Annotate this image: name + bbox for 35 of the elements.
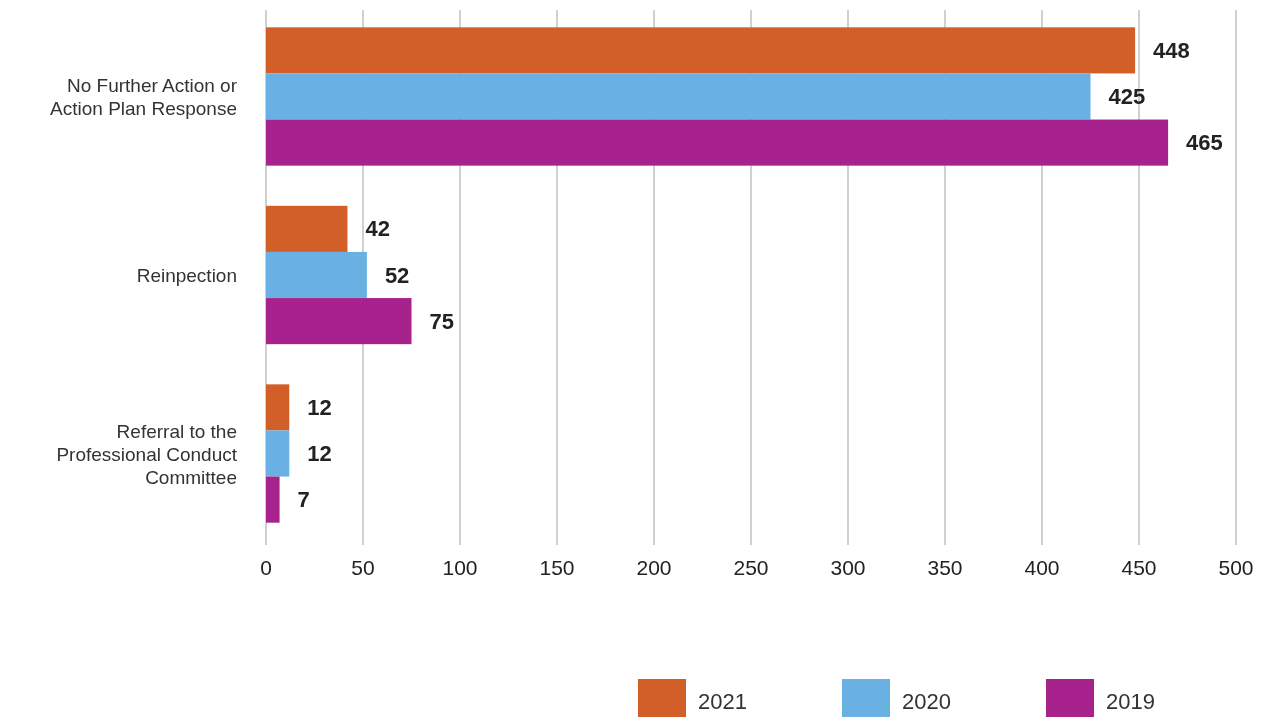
y-tick-label: No Further Action or Action Plan Response	[50, 74, 238, 119]
y-tick-label: Reinpection	[136, 265, 237, 286]
bar	[266, 430, 290, 477]
bar	[266, 298, 412, 345]
x-tick-label: 300	[830, 556, 866, 579]
legend-label: 2020	[902, 689, 951, 714]
y-tick-label: Referral to the Professional Conduct Committee	[56, 420, 238, 488]
x-tick-label: 350	[927, 556, 963, 579]
data-label: 448	[1153, 37, 1190, 63]
data-label: 12	[307, 394, 332, 420]
x-tick-label: 100	[442, 556, 478, 579]
bar	[266, 119, 1169, 166]
x-tick-label: 50	[351, 556, 375, 579]
x-tick-label: 200	[636, 556, 672, 579]
bar	[266, 384, 290, 431]
x-tick-label: 400	[1024, 556, 1060, 579]
data-label: 75	[429, 308, 454, 334]
data-label: 7	[297, 487, 310, 513]
data-label: 425	[1108, 83, 1146, 109]
bar	[266, 27, 1136, 74]
data-label: 52	[384, 262, 410, 288]
data-label: 465	[1186, 130, 1223, 156]
legend-label: 2021	[698, 689, 747, 714]
bar	[266, 73, 1091, 120]
data-label: 12	[307, 441, 332, 467]
legend-label: 2019	[1106, 689, 1155, 714]
data-label: 42	[365, 216, 390, 242]
bar	[266, 205, 348, 252]
x-tick-label: 450	[1121, 556, 1157, 579]
x-tick-label: 150	[539, 556, 575, 579]
x-tick-label: 250	[733, 556, 769, 579]
bar	[266, 476, 280, 523]
x-tick-label: 0	[260, 556, 272, 579]
bar	[266, 251, 367, 299]
x-tick-label: 500	[1218, 556, 1254, 579]
